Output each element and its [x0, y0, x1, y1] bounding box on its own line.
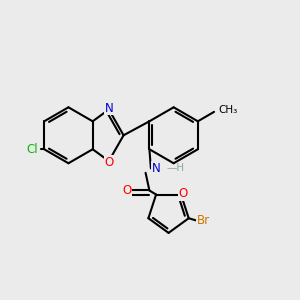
Text: N: N [152, 162, 161, 175]
Text: O: O [122, 184, 131, 197]
Text: Br: Br [197, 214, 210, 227]
Text: N: N [105, 101, 114, 115]
Text: Cl: Cl [26, 143, 38, 156]
Text: O: O [105, 156, 114, 169]
Text: O: O [179, 187, 188, 200]
Text: CH₃: CH₃ [218, 104, 238, 115]
Text: —H: —H [166, 163, 184, 173]
